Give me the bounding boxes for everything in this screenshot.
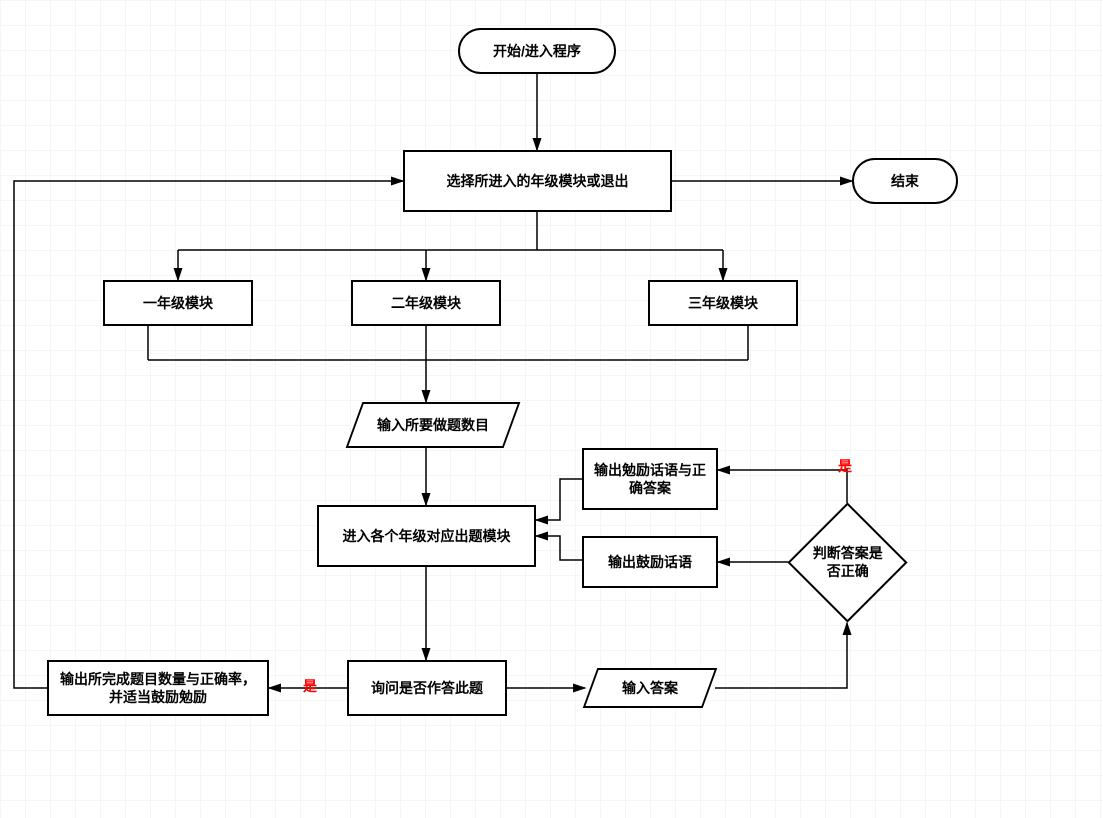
encourage-label: 输出鼓励话语 (608, 553, 692, 571)
grade3-label: 三年级模块 (688, 294, 758, 312)
enter-module-label: 进入各个年级对应出题模块 (343, 527, 511, 545)
end-label: 结束 (891, 172, 919, 190)
input-answer-node: 输入答案 (583, 668, 718, 708)
judge-label: 判断答案是否正确 (807, 544, 888, 580)
ask-answer-node: 询问是否作答此题 (347, 660, 507, 716)
grade2-node: 二年级模块 (351, 280, 501, 326)
flowchart-canvas: 开始/进入程序 选择所进入的年级模块或退出 结束 一年级模块 二年级模块 三年级… (0, 0, 1103, 818)
grade2-label: 二年级模块 (391, 294, 461, 312)
judge-node: 判断答案是否正确 (787, 502, 907, 622)
ask-answer-label: 询问是否作答此题 (371, 679, 483, 697)
select-label: 选择所进入的年级模块或退出 (447, 172, 629, 190)
start-node: 开始/进入程序 (458, 28, 616, 74)
edge-label-judge-no: 是 (838, 456, 852, 476)
edge-label-ask-no: 是 (303, 676, 317, 696)
input-count-node: 输入所要做题数目 (346, 402, 521, 448)
end-node: 结束 (852, 158, 958, 204)
summary-node: 输出所完成题目数量与正确率，并适当鼓励勉励 (47, 660, 269, 716)
grade3-node: 三年级模块 (648, 280, 798, 326)
enter-module-node: 进入各个年级对应出题模块 (317, 505, 536, 567)
encourage-node: 输出鼓励话语 (582, 536, 718, 588)
select-node: 选择所进入的年级模块或退出 (403, 150, 672, 212)
input-answer-label: 输入答案 (622, 679, 678, 697)
grade1-node: 一年级模块 (103, 280, 253, 326)
summary-label: 输出所完成题目数量与正确率，并适当鼓励勉励 (57, 670, 259, 706)
start-label: 开始/进入程序 (493, 42, 581, 60)
grade1-label: 一年级模块 (143, 294, 213, 312)
encourage-answer-node: 输出勉励话语与正确答案 (582, 448, 718, 510)
encourage-answer-label: 输出勉励话语与正确答案 (592, 461, 708, 497)
input-count-label: 输入所要做题数目 (377, 416, 489, 434)
